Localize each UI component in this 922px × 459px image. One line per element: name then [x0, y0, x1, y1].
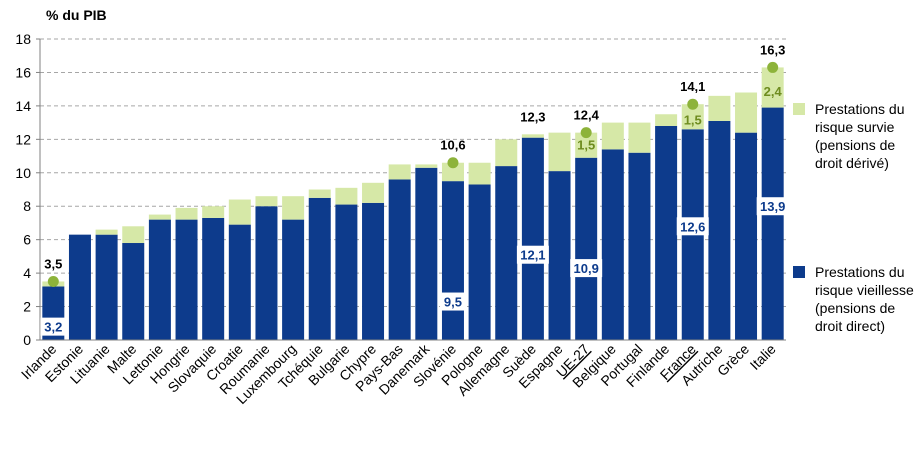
survie-value-label: 1,5 — [684, 112, 702, 127]
bar-survie — [708, 95, 731, 121]
bar-survie — [228, 199, 251, 225]
bar-vieillesse — [282, 219, 305, 340]
bar-survie — [335, 187, 358, 205]
bar-survie — [148, 214, 171, 220]
x-tick-label: Italie — [747, 341, 779, 373]
bar-vieillesse — [441, 181, 464, 340]
y-tick-label: 6 — [23, 232, 31, 248]
bar-survie — [175, 207, 198, 220]
total-label: 12,3 — [520, 109, 545, 124]
total-marker — [580, 127, 592, 139]
bar-survie — [415, 164, 438, 168]
bar-survie — [202, 206, 225, 218]
bar-vieillesse — [148, 219, 171, 340]
bar-survie — [601, 122, 624, 150]
value-label: 3,2 — [44, 320, 62, 335]
bar-survie — [362, 182, 385, 203]
bar-vieillesse — [521, 137, 544, 340]
bar-survie — [575, 132, 598, 158]
y-tick-label: 14 — [15, 98, 31, 114]
bar-survie — [255, 196, 278, 207]
survie-value-label: 1,5 — [577, 137, 595, 152]
bar-vieillesse — [68, 234, 91, 340]
value-label-box — [40, 317, 67, 336]
y-tick-label: 16 — [15, 64, 31, 80]
value-label-box — [570, 259, 603, 278]
y-tick-label: 12 — [15, 131, 31, 147]
total-label: 12,4 — [574, 108, 600, 123]
bar-vieillesse — [388, 179, 411, 340]
bar-survie — [735, 92, 758, 133]
bar-vieillesse — [761, 107, 784, 340]
total-label: 3,5 — [44, 256, 62, 271]
bar-survie — [308, 189, 331, 198]
legend-swatch-vieillesse — [793, 266, 805, 278]
bar-survie — [441, 162, 464, 182]
value-label-box — [516, 245, 549, 264]
y-tick-label: 10 — [15, 165, 31, 181]
legend-swatch-survie — [793, 103, 805, 115]
total-label: 16,3 — [760, 42, 785, 57]
bar-survie — [681, 104, 704, 130]
bar-vieillesse — [122, 243, 145, 340]
y-tick-label: 18 — [15, 31, 31, 47]
value-label-box — [439, 292, 466, 311]
bar-survie — [495, 139, 518, 167]
y-axis-label: % du PIB — [46, 7, 107, 23]
y-tick-label: 2 — [23, 299, 31, 315]
value-label-box — [756, 197, 789, 216]
bar-vieillesse — [655, 125, 678, 340]
bar-vieillesse — [548, 171, 571, 340]
bar-vieillesse — [575, 157, 598, 340]
total-label: 14,1 — [680, 79, 705, 94]
total-marker — [447, 157, 459, 169]
bar-survie — [521, 134, 544, 138]
survie-value-label: 2,4 — [764, 84, 783, 99]
legend-label-survie: Prestations du risque survie (pensions d… — [815, 101, 905, 171]
total-marker — [47, 275, 59, 287]
bar-vieillesse — [708, 120, 731, 340]
bar-vieillesse — [175, 219, 198, 340]
value-label: 9,5 — [444, 295, 462, 310]
bar-vieillesse — [335, 204, 358, 340]
bar-vieillesse — [228, 224, 251, 340]
bar-vieillesse — [415, 167, 438, 340]
bar-survie — [761, 67, 784, 108]
value-label: 10,9 — [574, 261, 599, 276]
total-marker — [767, 61, 779, 73]
bar-vieillesse — [202, 217, 225, 340]
bar-survie — [282, 196, 305, 220]
bar-survie — [655, 114, 678, 126]
y-tick-label: 4 — [23, 265, 31, 281]
bar-vieillesse — [362, 202, 385, 340]
value-label-box — [676, 217, 709, 236]
y-tick-label: 0 — [23, 332, 31, 348]
value-label: 13,9 — [760, 199, 785, 214]
bar-vieillesse — [255, 206, 278, 340]
bar-survie — [122, 226, 145, 244]
value-label: 12,1 — [520, 248, 545, 263]
bar-survie — [628, 122, 651, 153]
bar-vieillesse — [601, 149, 624, 340]
total-label: 10,6 — [440, 138, 465, 153]
bar-vieillesse — [95, 234, 118, 340]
bar-survie — [388, 164, 411, 180]
total-marker — [687, 98, 699, 110]
bar-vieillesse — [495, 166, 518, 340]
bar-vieillesse — [308, 197, 331, 340]
value-label: 12,6 — [680, 219, 705, 234]
bar-vieillesse — [735, 132, 758, 340]
y-tick-label: 8 — [23, 198, 31, 214]
bar-vieillesse — [468, 184, 491, 340]
bar-survie — [95, 229, 118, 235]
legend-label-vieillesse: Prestations du risque vieillesse (pensio… — [815, 264, 914, 334]
bar-survie — [548, 132, 571, 172]
bar-vieillesse — [628, 152, 651, 340]
bar-survie — [468, 162, 491, 185]
